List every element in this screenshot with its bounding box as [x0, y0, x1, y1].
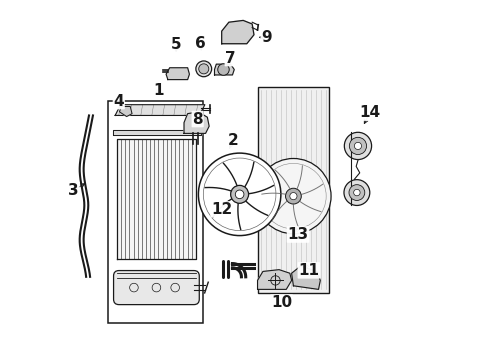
Bar [108, 101, 203, 323]
Polygon shape [258, 270, 292, 289]
Text: 4: 4 [114, 94, 124, 109]
Circle shape [349, 185, 365, 201]
Circle shape [218, 64, 229, 75]
Text: 1: 1 [154, 83, 164, 98]
Text: 7: 7 [225, 50, 236, 66]
Bar [258, 87, 329, 293]
Text: 11: 11 [298, 263, 319, 278]
FancyBboxPatch shape [114, 271, 199, 305]
Text: 2: 2 [227, 133, 238, 148]
Polygon shape [120, 107, 132, 117]
Text: 13: 13 [288, 227, 309, 242]
Text: 9: 9 [261, 30, 272, 45]
Text: 10: 10 [271, 295, 292, 310]
Circle shape [344, 132, 371, 159]
Text: 12: 12 [211, 202, 232, 217]
Circle shape [198, 153, 281, 235]
Circle shape [286, 188, 301, 204]
Polygon shape [115, 105, 205, 116]
Circle shape [354, 142, 362, 149]
Polygon shape [221, 21, 254, 44]
Polygon shape [117, 139, 196, 259]
Text: 5: 5 [171, 37, 181, 52]
Circle shape [344, 180, 370, 206]
Polygon shape [184, 112, 209, 134]
Circle shape [354, 189, 360, 196]
Polygon shape [292, 266, 320, 289]
Circle shape [231, 185, 248, 203]
Circle shape [235, 190, 244, 199]
Circle shape [199, 64, 209, 74]
Circle shape [349, 137, 367, 154]
Polygon shape [215, 64, 234, 75]
Text: 3: 3 [68, 183, 79, 198]
Polygon shape [113, 130, 201, 135]
Text: 6: 6 [195, 36, 205, 51]
Circle shape [256, 158, 331, 234]
Text: 14: 14 [359, 105, 380, 120]
Circle shape [290, 193, 297, 200]
Polygon shape [166, 68, 190, 80]
Circle shape [196, 61, 212, 77]
Text: 8: 8 [193, 112, 203, 126]
